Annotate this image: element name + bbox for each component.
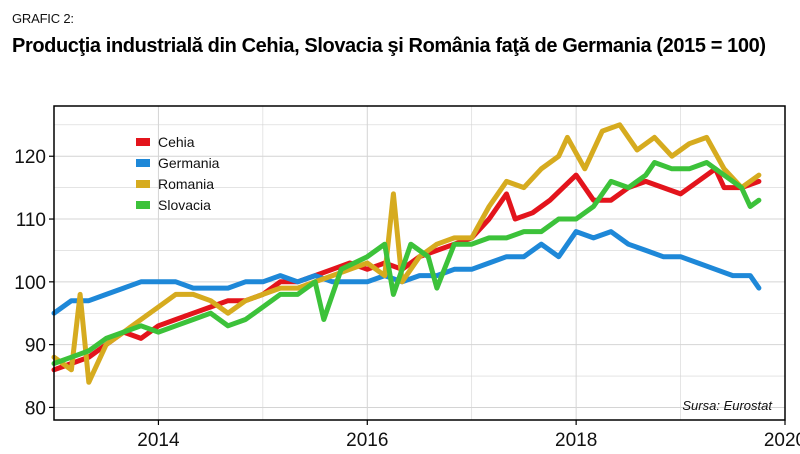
legend: Cehia Germania Romania Slovacia xyxy=(136,134,220,213)
chart-title: Producţia industrială din Cehia, Slovaci… xyxy=(12,35,766,57)
grid-layer xyxy=(54,106,786,420)
y-tick-label: 80 xyxy=(25,398,46,419)
series-layer xyxy=(51,122,762,385)
source-note: Sursa: Eurostat xyxy=(682,398,773,413)
legend-label-slovacia: Slovacia xyxy=(158,197,211,213)
figure-label: GRAFIC 2: xyxy=(12,11,74,26)
series-line-romania xyxy=(51,122,762,385)
legend-swatch-romania xyxy=(136,180,150,188)
legend-swatch-cehia xyxy=(136,138,150,146)
y-tick-label: 120 xyxy=(14,147,46,168)
x-tick-label: 2018 xyxy=(555,430,597,451)
legend-label-cehia: Cehia xyxy=(158,134,195,150)
legend-swatch-germania xyxy=(136,159,150,167)
x-tick-label: 2014 xyxy=(137,430,180,451)
y-tick-label: 110 xyxy=(16,210,46,231)
y-tick-label: 100 xyxy=(14,273,46,294)
legend-label-romania: Romania xyxy=(158,176,214,192)
x-tick-label: 2016 xyxy=(346,430,388,451)
plot-frame xyxy=(53,105,786,421)
y-tick-label: 90 xyxy=(25,336,46,357)
series-line-cehia xyxy=(51,166,762,373)
legend-label-germania: Germania xyxy=(158,155,220,171)
legend-swatch-slovacia xyxy=(136,201,150,209)
series-line-germania xyxy=(51,229,762,316)
series-line-slovacia xyxy=(51,160,762,366)
